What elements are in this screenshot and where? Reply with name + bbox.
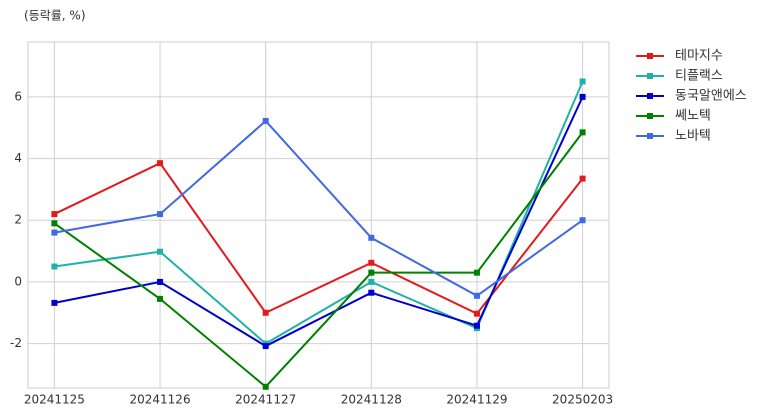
- point-marker: [579, 129, 586, 136]
- legend-marker: [647, 73, 653, 79]
- x-tick-label: 20250203: [552, 393, 613, 407]
- point-marker: [368, 259, 375, 266]
- point-marker: [579, 93, 586, 100]
- y-tick-label: 6: [14, 89, 22, 103]
- point-marker: [51, 299, 58, 306]
- x-tick-label: 20241125: [24, 393, 85, 407]
- series-line: [54, 119, 584, 297]
- legend-marker: [647, 113, 653, 119]
- point-marker: [262, 343, 269, 350]
- point-marker: [157, 160, 164, 167]
- point-marker: [368, 269, 375, 276]
- point-marker: [51, 263, 58, 270]
- point-marker: [473, 310, 480, 317]
- point-marker: [262, 383, 269, 390]
- point-marker: [579, 78, 586, 85]
- y-tick-label: 2: [14, 213, 22, 227]
- legend-marker: [647, 133, 653, 139]
- series-line: [53, 161, 584, 315]
- legend-label: 테마지수: [675, 49, 723, 64]
- point-marker: [157, 248, 164, 255]
- point-marker: [368, 289, 375, 296]
- point-marker: [51, 220, 58, 227]
- series-line: [54, 81, 584, 345]
- legend-label: 티플랙스: [675, 69, 723, 84]
- y-tick-label: 4: [14, 151, 22, 165]
- point-marker: [51, 229, 58, 236]
- point-marker: [473, 269, 480, 276]
- point-marker: [579, 175, 586, 182]
- chart-title: (등락률, %): [24, 9, 86, 23]
- legend-marker: [647, 53, 653, 59]
- legend-marker: [647, 93, 653, 99]
- plot-frame: [27, 41, 610, 389]
- y-tick-label: 0: [14, 274, 22, 288]
- legend-label: 쎄노텍: [675, 109, 711, 124]
- point-marker: [157, 278, 164, 285]
- point-marker: [157, 295, 164, 302]
- x-tick-label: 20241128: [341, 393, 402, 407]
- x-tick-label: 20241129: [446, 393, 507, 407]
- point-marker: [262, 117, 269, 124]
- point-marker: [262, 309, 269, 316]
- legend-label: 노바텍: [675, 129, 711, 144]
- x-tick-label: 20241126: [130, 393, 191, 407]
- point-marker: [579, 217, 586, 224]
- legend-label: 동국알앤에스: [675, 89, 747, 104]
- point-marker: [368, 234, 375, 241]
- point-marker: [473, 292, 480, 299]
- point-marker: [51, 211, 58, 218]
- x-tick-label: 20241127: [235, 393, 296, 407]
- point-marker: [473, 322, 480, 329]
- point-marker: [157, 211, 164, 218]
- y-tick-label: -2: [10, 336, 22, 350]
- point-marker: [368, 278, 375, 285]
- series-line: [53, 131, 584, 389]
- series-line: [54, 96, 584, 348]
